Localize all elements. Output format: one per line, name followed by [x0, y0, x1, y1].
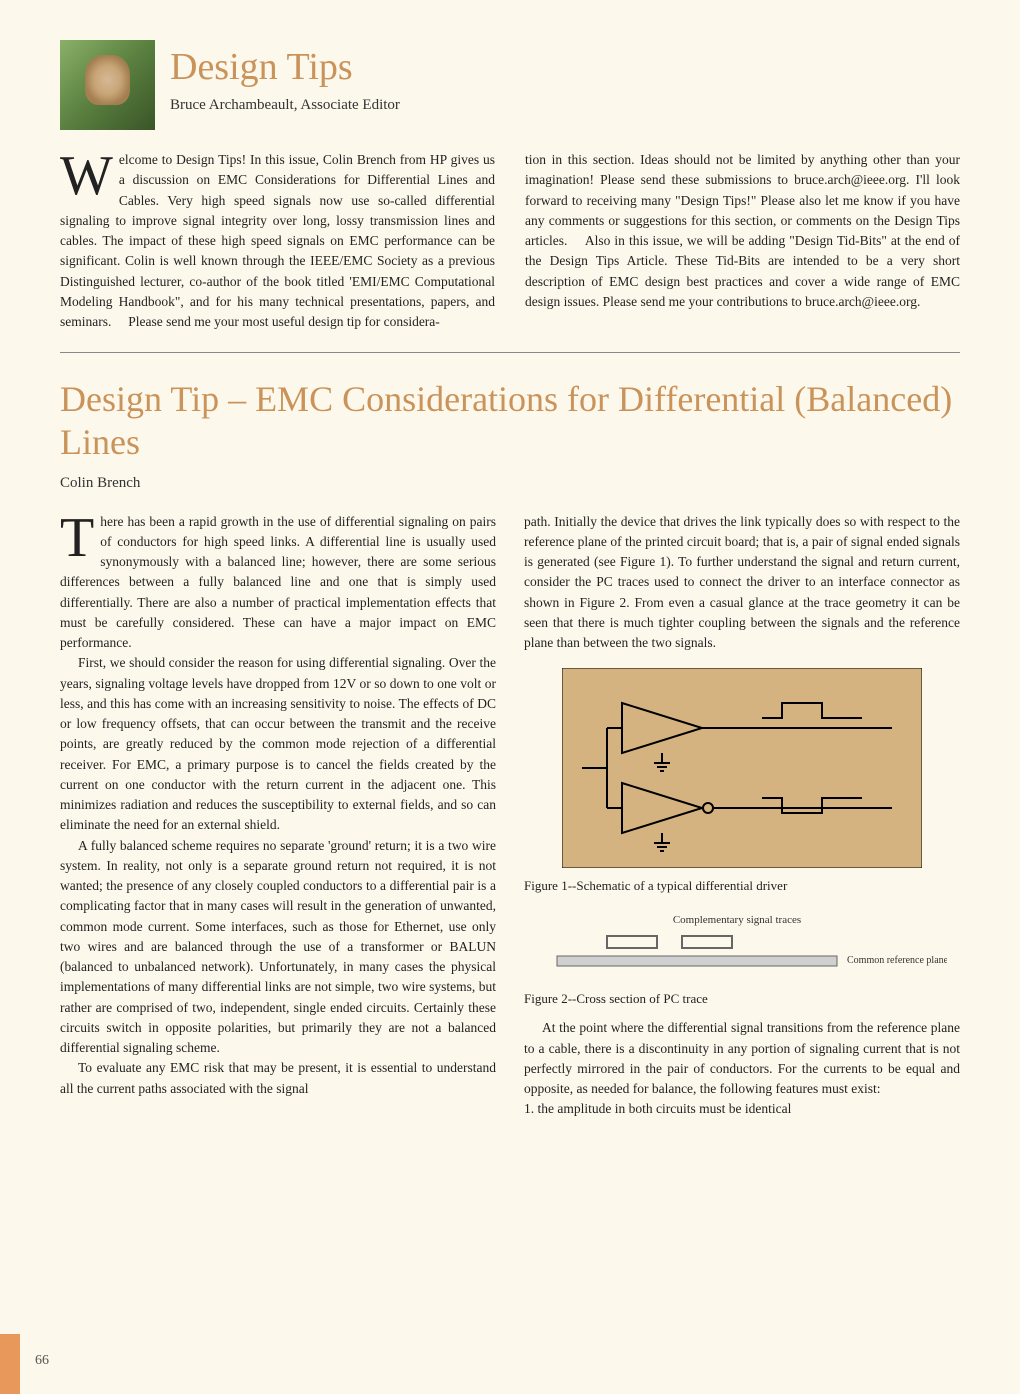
- page-number: 66: [35, 1353, 49, 1369]
- article-p1: There has been a rapid growth in the use…: [60, 512, 496, 654]
- article-p4: To evaluate any EMC risk that may be pre…: [60, 1058, 496, 1099]
- intro-text-left: elcome to Design Tips! In this issue, Co…: [60, 152, 495, 329]
- section-title: Design Tips: [170, 45, 400, 89]
- article-col-left: There has been a rapid growth in the use…: [60, 512, 496, 1120]
- drop-cap: W: [60, 150, 119, 196]
- editor-byline: Bruce Archambeault, Associate Editor: [170, 97, 400, 114]
- article-author: Colin Brench: [60, 475, 960, 492]
- page-tab: [0, 1334, 20, 1394]
- figure-1-svg: [562, 668, 922, 868]
- intro-columns: Welcome to Design Tips! In this issue, C…: [60, 150, 960, 353]
- article-p2: First, we should consider the reason for…: [60, 653, 496, 835]
- figure-2-caption: Figure 2--Cross section of PC trace: [524, 989, 960, 1009]
- figure-1: Figure 1--Schematic of a typical differe…: [524, 668, 960, 896]
- header-section: Design Tips Bruce Archambeault, Associat…: [60, 40, 960, 130]
- drop-cap-2: T: [60, 512, 100, 558]
- figure-2: Complementary signal traces Common refer…: [524, 911, 960, 1009]
- fig2-top-label: Complementary signal traces: [673, 914, 801, 926]
- intro-text-right: tion in this section. Ideas should not b…: [525, 152, 960, 309]
- intro-col-left: Welcome to Design Tips! In this issue, C…: [60, 150, 495, 332]
- article-p5: path. Initially the device that drives t…: [524, 512, 960, 654]
- article-title: Design Tip – EMC Considerations for Diff…: [60, 378, 960, 464]
- editor-photo: [60, 40, 155, 130]
- page-container: Design Tips Bruce Archambeault, Associat…: [0, 0, 1020, 1394]
- intro-col-right: tion in this section. Ideas should not b…: [525, 150, 960, 332]
- article-p6: At the point where the differential sign…: [524, 1018, 960, 1099]
- article-p7: 1. the amplitude in both circuits must b…: [524, 1099, 960, 1119]
- article-col-right: path. Initially the device that drives t…: [524, 512, 960, 1120]
- article-p3: A fully balanced scheme requires no sepa…: [60, 836, 496, 1059]
- figure-2-svg: Complementary signal traces Common refer…: [537, 911, 947, 981]
- figure-1-caption: Figure 1--Schematic of a typical differe…: [524, 876, 960, 896]
- header-text: Design Tips Bruce Archambeault, Associat…: [170, 40, 400, 114]
- fig2-right-label: Common reference plane: [847, 955, 947, 966]
- article-columns: There has been a rapid growth in the use…: [60, 512, 960, 1120]
